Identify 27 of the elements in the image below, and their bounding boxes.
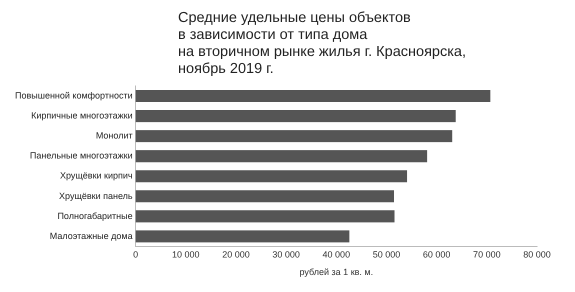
bar [136,210,395,222]
y-tick-label: Монолит [96,130,133,141]
x-tick-label: 20 000 [222,249,250,260]
x-tick-label: 40 000 [322,249,350,260]
y-tick-label: Кирпичные многоэтажки [31,110,133,121]
bar [136,90,490,102]
y-tick-label: Повышенной комфортности [14,90,133,101]
bar [136,110,456,122]
x-tick-label: 70 000 [473,249,501,260]
x-tick-label: 30 000 [272,249,300,260]
x-tick-label: 50 000 [372,249,400,260]
x-tick-label: 0 [133,249,138,260]
bar [136,230,350,242]
y-tick-label: Хрущёвки кирпич [60,170,133,181]
y-tick-label: Малоэтажные дома [50,230,133,241]
bar [136,170,408,182]
bar [136,190,394,202]
y-tick-label: Хрущёвки панель [59,190,133,201]
y-tick-label: Полногабаритные [57,210,133,221]
y-tick-label: Панельные многоэтажки [30,150,133,161]
bar [136,130,452,142]
x-tick-label: 60 000 [422,249,450,260]
x-tick-label: 80 000 [523,249,551,260]
x-tick-label: 10 000 [172,249,200,260]
chart-title: Средние удельные цены объектов в зависимости от типа дома на вторичном рынке жилья г. Красноярска, ноябрь 2019 г. [178,10,466,78]
x-axis-title: рублей за 1 кв. м. [300,267,374,278]
bar [136,150,428,162]
